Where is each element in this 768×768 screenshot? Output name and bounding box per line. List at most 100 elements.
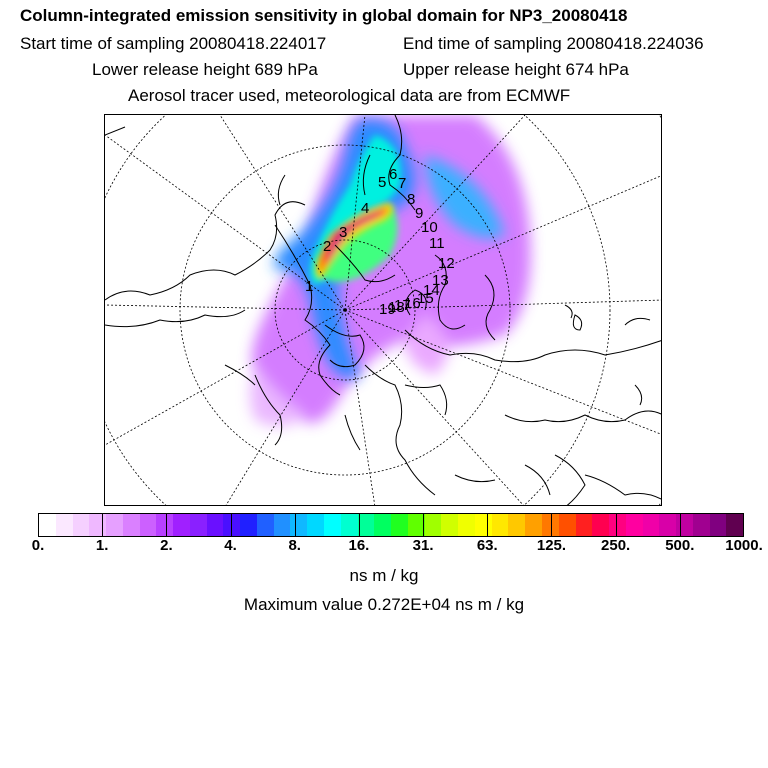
colorbar-tick-label: 0. bbox=[31, 537, 45, 554]
track-label-19: 19 bbox=[379, 301, 396, 318]
track-label-11: 11 bbox=[429, 235, 445, 252]
coastlines bbox=[105, 115, 661, 505]
colorbar-cell bbox=[458, 514, 475, 536]
colorbar-cell bbox=[173, 514, 190, 536]
colorbar-tick-mark bbox=[294, 513, 296, 537]
colorbar-cell bbox=[273, 514, 291, 536]
colorbar-tick-label: 1. bbox=[95, 537, 109, 554]
colorbar-tick-label: 250. bbox=[601, 537, 631, 554]
colorbar-cell bbox=[206, 514, 224, 536]
colorbar-tick-label: 4. bbox=[224, 537, 237, 554]
colorbar-cell bbox=[575, 514, 593, 536]
colorbar-tick-label: 8. bbox=[288, 537, 301, 554]
colorbar-cell bbox=[726, 514, 744, 536]
colorbar-cell bbox=[307, 514, 325, 536]
colorbar-tick-label: 1000. bbox=[725, 537, 763, 554]
colorbar bbox=[38, 513, 744, 537]
colorbar-cell bbox=[89, 514, 107, 536]
tracer-info: Aerosol tracer used, meteorological data… bbox=[128, 86, 571, 105]
colorbar-tick-label: 2. bbox=[160, 537, 173, 554]
track-label-3: 3 bbox=[339, 224, 347, 241]
colorbar-cell bbox=[508, 514, 526, 536]
colorbar-tick-mark bbox=[358, 513, 360, 537]
release-heights: Lower release height 689 hPa Upper relea… bbox=[92, 60, 629, 80]
track-label-18: 18 bbox=[388, 299, 405, 316]
track-label-2: 2 bbox=[323, 238, 331, 255]
track-label-13: 13 bbox=[432, 272, 449, 289]
colorbar-tick-mark bbox=[615, 513, 617, 537]
colorbar-cell bbox=[106, 514, 123, 536]
colorbar-tick-mark bbox=[423, 513, 425, 537]
colorbar-cell bbox=[558, 514, 576, 536]
colorbar-cell bbox=[525, 514, 542, 536]
track-label-8: 8 bbox=[407, 191, 415, 208]
colorbar-tick-mark bbox=[230, 513, 232, 537]
track-label-7: 7 bbox=[398, 175, 406, 192]
maximum-value: Maximum value 0.272E+04 ns m / kg bbox=[243, 595, 525, 614]
colorbar-tick-mark bbox=[487, 513, 489, 537]
sampling-end: End time of sampling 20080418.224036 bbox=[403, 34, 704, 53]
release-lower: Lower release height 689 hPa bbox=[92, 60, 318, 79]
colorbar-cell bbox=[39, 514, 56, 536]
colorbar-cell bbox=[441, 514, 459, 536]
colorbar-ticks: 0. 1. 2. 4. 8. 16. 31. 63. 125. 250. 500. 1000. bbox=[0, 537, 768, 567]
colorbar-cell bbox=[642, 514, 660, 536]
track-label-12: 12 bbox=[438, 255, 455, 272]
colorbar-tick-mark bbox=[551, 513, 553, 537]
sampling-start: Start time of sampling 20080418.224017 bbox=[20, 34, 327, 53]
sensitivity-map: 1 2 3 4 5 6 7 8 9 10 11 12 13 14 15 16 1… bbox=[104, 114, 662, 506]
colorbar-cell bbox=[72, 514, 90, 536]
colorbar-cell bbox=[139, 514, 157, 536]
colorbar-tick-label: 31. bbox=[412, 537, 434, 554]
colorbar-tick-mark bbox=[166, 513, 168, 537]
track-label-16: 16 bbox=[404, 295, 421, 312]
colorbar-cell bbox=[122, 514, 140, 536]
sampling-times: Start time of sampling 20080418.224017 E… bbox=[20, 34, 704, 54]
colorbar-cell bbox=[240, 514, 257, 536]
colorbar-cell bbox=[156, 514, 174, 536]
colorbar-tick-label: 63. bbox=[476, 537, 498, 554]
colorbar-tick-mark bbox=[679, 513, 681, 537]
track-label-1: 1 bbox=[305, 278, 313, 295]
colorbar-cell bbox=[340, 514, 358, 536]
track-label-15: 15 bbox=[417, 290, 434, 307]
colorbar-tick-label: 500. bbox=[665, 537, 695, 554]
colorbar-cell bbox=[374, 514, 392, 536]
colorbar-cell bbox=[357, 514, 375, 536]
colorbar-cell bbox=[676, 514, 693, 536]
colorbar-cell bbox=[290, 514, 308, 536]
colorbar-tick-label: 16. bbox=[348, 537, 370, 554]
colorbar-cell bbox=[592, 514, 610, 536]
colorbar-tick-label: 125. bbox=[536, 537, 567, 554]
track-label-14: 14 bbox=[423, 282, 440, 299]
colorbar-cell bbox=[407, 514, 425, 536]
graticule bbox=[105, 115, 661, 505]
colorbar-cell bbox=[609, 514, 626, 536]
track-labels: 1 2 3 4 5 6 7 8 9 10 11 12 13 14 15 16 1… bbox=[305, 166, 455, 318]
colorbar-cell bbox=[391, 514, 408, 536]
colorbar-cell bbox=[709, 514, 727, 536]
colorbar-cell bbox=[256, 514, 274, 536]
track-label-9: 9 bbox=[415, 205, 423, 222]
colorbar-cell bbox=[541, 514, 559, 536]
colorbar-cell bbox=[189, 514, 207, 536]
colorbar-unit: ns m / kg bbox=[349, 566, 419, 585]
release-upper: Upper release height 674 hPa bbox=[403, 60, 629, 79]
plot-title: Column-integrated emission sensitivity i… bbox=[20, 6, 628, 25]
colorbar-cell bbox=[474, 514, 492, 536]
track-label-17: 17 bbox=[394, 297, 411, 314]
colorbar-cell bbox=[424, 514, 442, 536]
colorbar-cell bbox=[491, 514, 509, 536]
colorbar-cell bbox=[223, 514, 241, 536]
map-canvas: 1 2 3 4 5 6 7 8 9 10 11 12 13 14 15 16 1… bbox=[105, 115, 661, 505]
colorbar-cell bbox=[55, 514, 73, 536]
colorbar-cell bbox=[659, 514, 677, 536]
track-label-6: 6 bbox=[389, 166, 397, 183]
colorbar-cell bbox=[692, 514, 710, 536]
track-label-10: 10 bbox=[421, 219, 438, 236]
colorbar-tick-mark bbox=[102, 513, 104, 537]
track-label-5: 5 bbox=[378, 174, 386, 191]
colorbar-cell bbox=[625, 514, 643, 536]
track-label-4: 4 bbox=[361, 200, 369, 217]
colorbar-cell bbox=[324, 514, 341, 536]
